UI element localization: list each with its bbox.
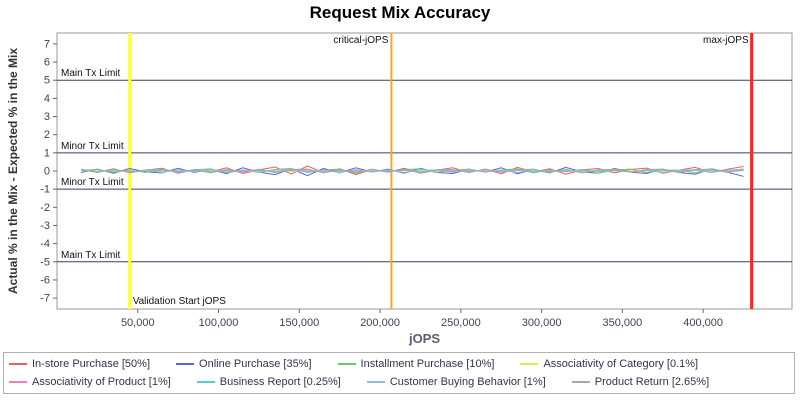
legend-item: Product Return [2.65%]: [571, 376, 710, 388]
legend-label: Online Purchase [35%]: [199, 358, 312, 370]
legend-label: Business Report [0.25%]: [219, 376, 341, 388]
marker-line-label: critical-jOPS: [333, 35, 388, 46]
limit-line-label: Minor Tx Limit: [61, 177, 124, 188]
legend-label: In-store Purchase [50%]: [32, 358, 151, 370]
plot-area: 7 6 5 4 3 2 1 0 -1 -2 -3 -4 -5 -6 -7 50,000 100,000 150,0…: [40, 32, 793, 329]
legend-label: Installment Purchase [10%]: [360, 358, 495, 370]
x-tick-label: 150,000: [279, 317, 319, 329]
legend-item: In-store Purchase [50%]: [9, 358, 150, 370]
limit-line-label: Minor Tx Limit: [61, 141, 124, 152]
y-tick-label: -4: [40, 238, 50, 250]
x-tick-label: 350,000: [603, 317, 643, 329]
legend-marker: [337, 363, 356, 365]
y-tick-label: 5: [44, 75, 50, 87]
x-axis-label: jOPS: [408, 331, 441, 346]
x-tick-label: 400,000: [683, 317, 723, 329]
legend-label: Associativity of Product [1%]: [32, 376, 171, 388]
legend-marker: [366, 381, 385, 383]
y-tick-label: -1: [40, 184, 50, 196]
legend-item: Online Purchase [35%]: [176, 358, 312, 370]
legend-marker: [520, 363, 539, 365]
y-tick-label: 6: [44, 57, 50, 69]
legend-item: Customer Buying Behavior [1%]: [366, 376, 546, 388]
marker-line-label: max-jOPS: [703, 35, 749, 46]
legend-item: Associativity of Product [1%]: [9, 376, 171, 388]
y-tick-label: -5: [40, 256, 50, 268]
legend-item: Business Report [0.25%]: [196, 376, 341, 388]
legend-marker: [571, 381, 590, 383]
y-tick-label: -7: [40, 293, 50, 305]
x-tick-label: 50,000: [121, 317, 155, 329]
y-tick-label: -6: [40, 274, 50, 286]
y-tick-label: -3: [40, 220, 50, 232]
legend-item: Associativity of Category [0.1%]: [520, 358, 698, 370]
legend-item: Installment Purchase [10%]: [337, 358, 495, 370]
marker-line-label: Validation Start jOPS: [133, 296, 227, 307]
y-tick-label: 1: [44, 147, 50, 159]
limit-line-label: Main Tx Limit: [61, 68, 120, 79]
legend-marker: [196, 381, 215, 383]
y-tick-label: -2: [40, 202, 50, 214]
y-tick-label: 3: [44, 111, 50, 123]
legend-row-2: Associativity of Product [1%] Business R…: [9, 373, 789, 391]
legend-label: Associativity of Category [0.1%]: [543, 358, 699, 370]
legend-label: Customer Buying Behavior [1%]: [389, 376, 546, 388]
legend-marker: [9, 381, 27, 383]
y-tick-label: 7: [44, 38, 50, 50]
legend-row-1: In-store Purchase [50%] Online Purchase …: [9, 355, 789, 373]
series-product-return: [81, 168, 744, 174]
x-tick-label: 300,000: [522, 317, 562, 329]
chart-title: Request Mix Accuracy: [309, 3, 491, 22]
legend-marker: [176, 363, 195, 365]
legend: In-store Purchase [50%] Online Purchase …: [3, 352, 795, 394]
x-tick-label: 250,000: [441, 317, 481, 329]
x-tick-label: 200,000: [360, 317, 400, 329]
y-tick-label: 2: [44, 129, 50, 141]
legend-marker: [9, 363, 27, 365]
legend-label: Product Return [2.65%]: [594, 376, 710, 388]
limit-line-label: Main Tx Limit: [61, 250, 120, 261]
y-tick-label: 0: [44, 166, 50, 178]
x-tick-label: 100,000: [199, 317, 239, 329]
y-tick-label: 4: [44, 93, 50, 105]
